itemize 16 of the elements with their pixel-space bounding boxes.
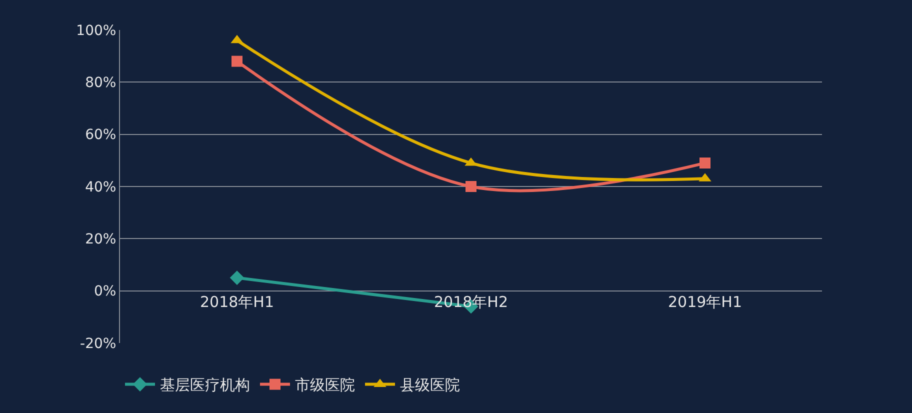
point xyxy=(230,270,244,285)
y-tick-label: 0% xyxy=(94,284,116,300)
x-tick-label: 2019年H1 xyxy=(668,292,742,311)
y-tick-label: 40% xyxy=(85,179,116,196)
point xyxy=(700,158,710,169)
y-tick-label: 20% xyxy=(85,232,116,248)
y-tick-label: 60% xyxy=(85,127,116,144)
point xyxy=(466,181,476,192)
point xyxy=(232,56,242,67)
y-tick-label: 80% xyxy=(85,75,116,92)
legend-label: 基层医疗机构 xyxy=(160,376,250,394)
legend-label: 县级医院 xyxy=(400,376,460,394)
x-tick-label: 2018年H1 xyxy=(200,292,274,311)
legend-label: 市级医院 xyxy=(295,376,355,394)
y-tick-label: -20% xyxy=(80,336,116,352)
y-tick-label: 100% xyxy=(76,22,116,39)
